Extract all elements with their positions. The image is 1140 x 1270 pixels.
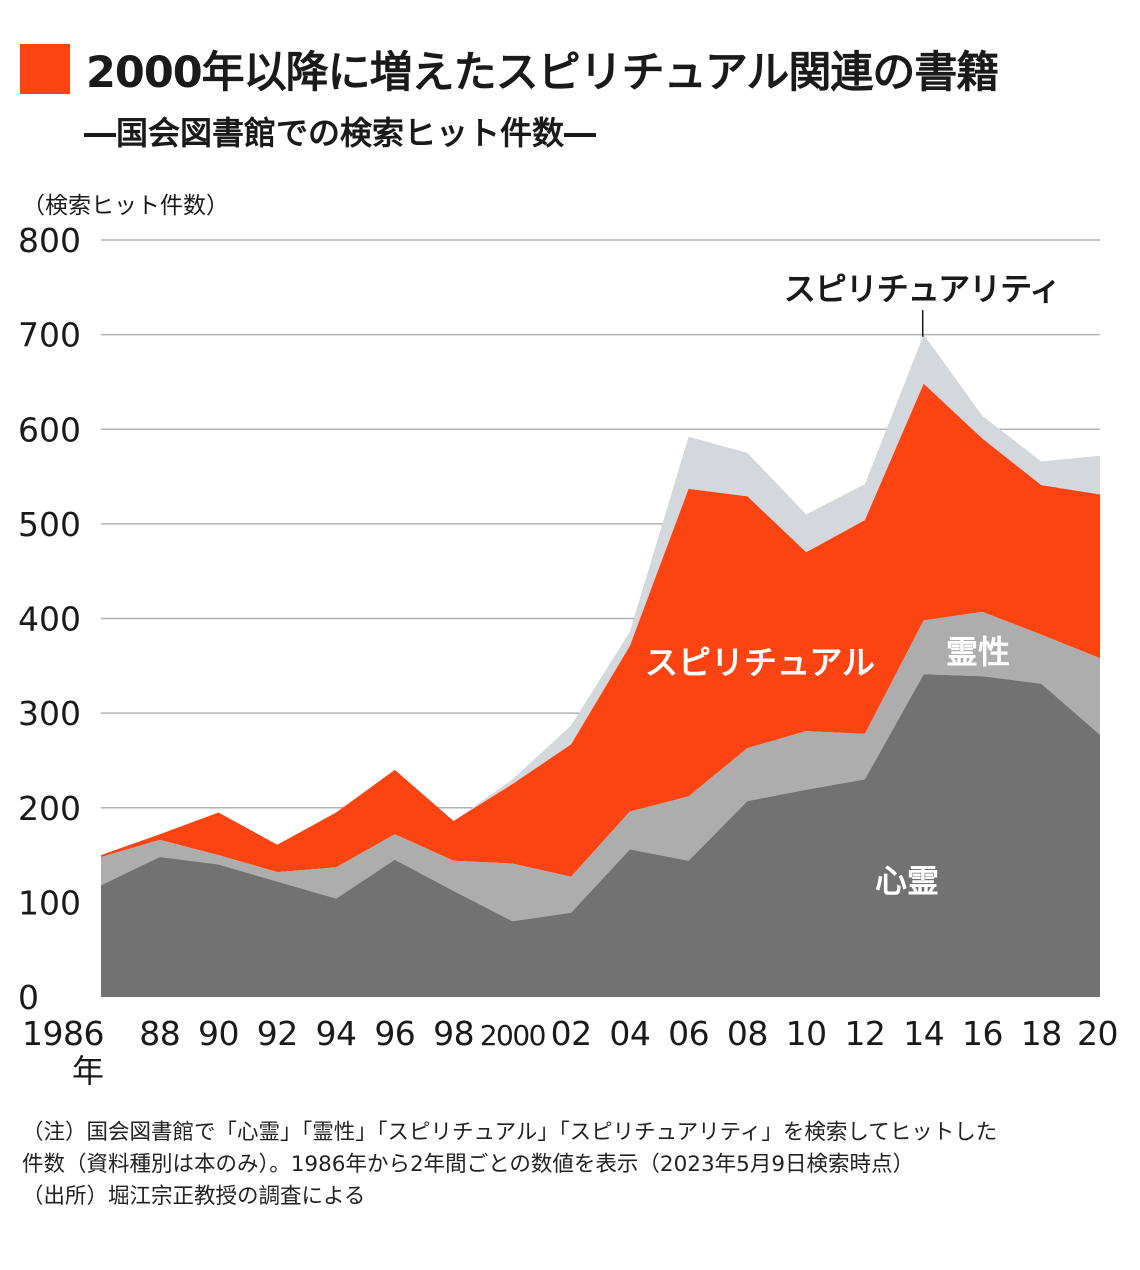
area-3	[101, 383, 1100, 877]
y-tick-label: 400	[18, 600, 81, 639]
label-reisei: 霊性	[946, 633, 1010, 671]
x-tick-label: 08	[727, 1014, 768, 1053]
y-tick-label: 100	[18, 883, 81, 922]
y-tick-label: 800	[18, 221, 81, 260]
x-tick-label: 14	[903, 1014, 944, 1053]
y-tick-label: 300	[18, 694, 81, 733]
x-unit-label: 年	[72, 1052, 104, 1090]
label-spiritual: スピリチュアル	[645, 643, 875, 682]
x-tick-label: 98	[433, 1014, 474, 1053]
notes: （注）国会図書館で「心霊」「霊性」「スピリチュアル」「スピリチュアリティ」を検索…	[22, 1117, 997, 1213]
area-1	[101, 674, 1100, 997]
x-tick-label: 06	[668, 1014, 709, 1053]
x-tick-label: 96	[374, 1014, 415, 1053]
x-tick-label: 02	[551, 1014, 592, 1053]
x-tick-labels: 1986 88 90 92 94 96 98 2000 02 04 06 08 10 12 14 16 18 20…	[22, 1014, 1119, 1090]
x-tick-label: 10	[786, 1014, 827, 1053]
note-line-3: （出所）堀江宗正教授の調査による	[22, 1184, 366, 1209]
y-tick-labels: 0 100 200 300 400 500 600 700 800	[18, 221, 81, 1017]
x-tick-label: 04	[609, 1014, 650, 1053]
chart-subtitle: ―国会図書館での検索ヒット件数―	[84, 114, 597, 152]
y-tick-label: 500	[18, 505, 81, 544]
x-tick-label: 94	[316, 1014, 357, 1053]
area-2	[101, 611, 1100, 922]
x-tick-label: 20	[1077, 1014, 1118, 1053]
x-tick-label: 12	[844, 1014, 885, 1053]
y-tick-label: 0	[18, 978, 39, 1017]
chart-title: 2000年以降に増えたスピリチュアル関連の書籍	[86, 48, 999, 98]
x-tick-label: 1986	[22, 1014, 104, 1053]
x-tick-label: 88	[139, 1014, 180, 1053]
label-shinrei: 心霊	[875, 862, 939, 900]
y-tick-label: 600	[18, 410, 81, 449]
y-tick-label: 700	[18, 316, 81, 355]
x-tick-label: 2000	[480, 1019, 545, 1052]
x-tick-label: 16	[962, 1014, 1003, 1053]
x-tick-label: 92	[257, 1014, 298, 1053]
title-marker	[20, 44, 70, 94]
y-axis-unit-label: （検索ヒット件数）	[22, 193, 229, 219]
label-spirituality: スピリチュアリティ	[784, 270, 1060, 308]
note-line-1: （注）国会図書館で「心霊」「霊性」「スピリチュアル」「スピリチュアリティ」を検索…	[22, 1120, 998, 1145]
x-tick-label: 90	[198, 1014, 239, 1053]
stacked-area-chart: 0 100 200 300 400 500 600 700 800 1986 88 90 92 94 96…	[18, 221, 1119, 1090]
y-tick-label: 200	[18, 789, 81, 828]
x-tick-label: 18	[1021, 1014, 1062, 1053]
title-row: 2000年以降に増えたスピリチュアル関連の書籍	[20, 38, 999, 100]
area-series	[101, 334, 1100, 997]
note-line-2: 件数（資料種別は本のみ）。1986年から2年間ごとの数値を表示（2023年5月9…	[22, 1152, 915, 1177]
